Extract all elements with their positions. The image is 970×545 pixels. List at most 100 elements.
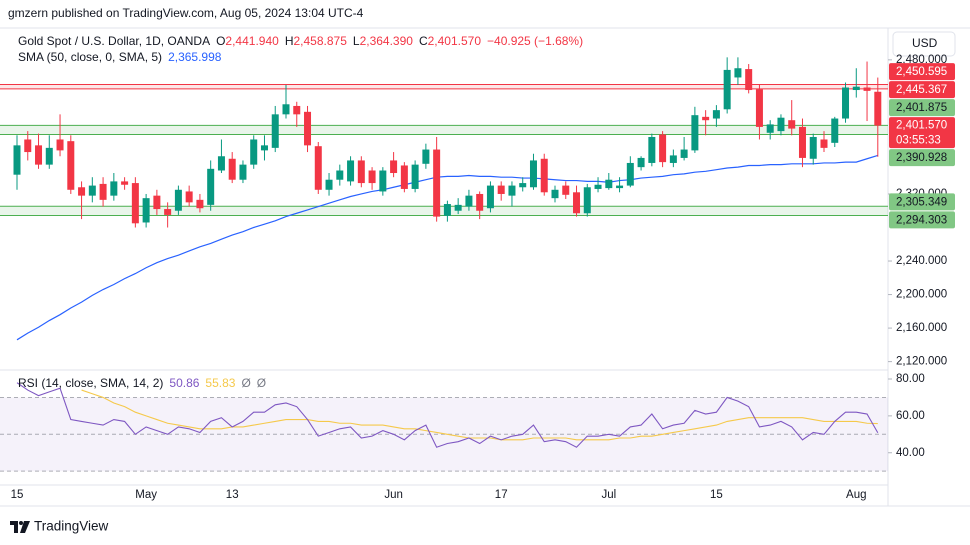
candle-body [293,105,301,115]
candle-body [390,160,398,174]
candle-body [691,115,699,151]
x-tick-label: Jun [384,489,403,501]
rsi-extra: Ø [257,376,266,390]
candle-body [56,139,64,151]
publisher-header: gmzern published on TradingView.com, Aug… [8,6,364,20]
y-tick-label: 2,480.000 [896,54,947,66]
ohlc-value: 2,401.570 [428,34,482,48]
candle-body [476,193,484,211]
rsi-line [16,382,879,448]
candle-body [508,185,516,196]
candle-body [153,195,161,210]
candle-body [336,170,344,180]
candle-body [357,160,365,184]
sma-value: 2,365.998 [168,50,222,64]
candle-body [121,181,129,185]
candle-body [45,147,53,165]
candle-body [788,120,796,129]
candle-body [99,183,107,200]
candle-body [863,87,871,91]
candle-body [637,157,645,168]
currency-button-box[interactable] [892,31,956,57]
x-tick-label: Aug [846,489,866,501]
price-badge [889,81,955,99]
candle-body [497,185,505,194]
x-tick-label: 17 [495,489,508,501]
y-tick-label: 2,160.000 [896,322,947,334]
candle-body [379,170,387,192]
logo-shape [20,521,30,533]
candle-body [282,104,290,115]
price-badge [889,211,955,229]
candle-body [239,164,247,180]
rsi-title: RSI (14, close, SMA, 14, 2) [18,376,163,390]
sma-legend: SMA (50, close, 0, SMA, 5) 2,365.998 [18,50,222,64]
candle-body [626,162,634,186]
ohlc-value: 2,364.390 [360,34,414,48]
currency-button[interactable]: USD [892,31,956,57]
rsi-legend: RSI (14, close, SMA, 14, 2) 50.86 55.83 Ø Ø [18,376,266,390]
candle-body [250,139,258,165]
change-value: −40.925 (−1.68%) [487,34,583,48]
price-badge-label: 2,294.303 [896,214,947,226]
candle-body [454,204,462,211]
candle-body [573,192,581,214]
candle-body [304,111,312,146]
symbol-legend: Gold Spot / U.S. Dollar, 1D, OANDA O2,441… [18,34,583,48]
sma-title: SMA (50, close, 0, SMA, 5) [18,50,162,64]
candle-body [185,191,193,203]
candle-body [842,87,850,119]
ohlc-key: C [419,34,428,48]
x-tick-label: May [135,489,157,501]
candle-body [411,164,419,189]
currency-label[interactable]: USD [912,36,938,50]
candle-body [583,187,591,214]
rsi-y-tick-label: 80.00 [896,373,925,385]
price-badge-label: 2,305.349 [896,196,947,208]
candle-body [260,145,268,151]
candle-body [465,195,473,207]
candle-body [648,136,656,163]
candle-body [712,110,720,119]
y-tick-label: 2,240.000 [896,255,947,267]
candle-body [852,86,860,91]
candle-body [67,141,75,190]
candle-body [368,170,376,184]
candle-body [24,139,32,153]
ohlc-key: O [216,34,225,48]
candle-body [745,69,753,91]
zone-fill [0,125,888,135]
price-badge-label: 2,401.875 [896,102,947,114]
countdown-label: 03:55:33 [896,135,941,147]
candle-body [422,149,430,164]
candle-body [131,183,139,224]
candle-body [196,199,204,209]
x-tick-label: 13 [226,489,239,501]
candle-body [400,165,408,189]
price-badge [889,117,955,149]
rsi-y-tick-label: 60.00 [896,410,925,422]
candle-body [325,179,333,190]
logo-dot [19,521,23,525]
candle-body [142,198,150,223]
candle-body [519,183,527,188]
sma-line [16,154,878,341]
candle-body [529,160,537,188]
candle-body [314,146,322,190]
y-tick-label: 2,120.000 [896,356,947,368]
symbol-title: Gold Spot / U.S. Dollar, 1D, OANDA [18,34,210,48]
x-tick-label: 15 [710,489,723,501]
x-tick-label: 15 [11,489,24,501]
price-badge [889,63,955,81]
brand-name: TradingView [34,519,109,534]
candle-body [551,189,559,199]
candle-body [88,185,96,196]
candle-body [659,134,667,163]
candle-body [540,158,548,193]
candle-body [734,68,742,78]
y-tick-label: 2,200.000 [896,289,947,301]
candle-body [831,118,839,143]
candle-body [874,91,882,126]
